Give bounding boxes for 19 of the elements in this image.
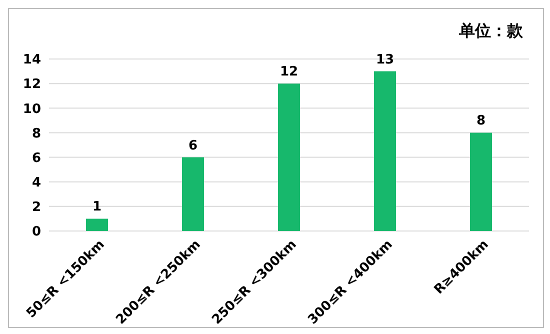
data-label: 1 bbox=[92, 200, 102, 215]
y-tick-label: 14 bbox=[22, 52, 41, 68]
data-label: 12 bbox=[280, 64, 298, 80]
y-tick-label: 10 bbox=[22, 102, 41, 117]
bar bbox=[86, 218, 108, 231]
data-label: 13 bbox=[376, 52, 394, 68]
y-tick-label: 0 bbox=[32, 224, 41, 240]
y-tick-label: 8 bbox=[32, 126, 41, 142]
bar bbox=[470, 132, 492, 231]
y-tick-label: 12 bbox=[22, 77, 41, 92]
data-label: 8 bbox=[476, 114, 486, 129]
bar bbox=[374, 71, 396, 231]
y-tick-label: 4 bbox=[32, 175, 41, 190]
bar bbox=[278, 84, 300, 231]
y-tick-label: 6 bbox=[32, 150, 41, 166]
y-tick-label: 2 bbox=[32, 200, 41, 216]
bar bbox=[182, 157, 204, 231]
data-label: 6 bbox=[188, 138, 198, 154]
text: 单位：款 bbox=[459, 21, 523, 42]
